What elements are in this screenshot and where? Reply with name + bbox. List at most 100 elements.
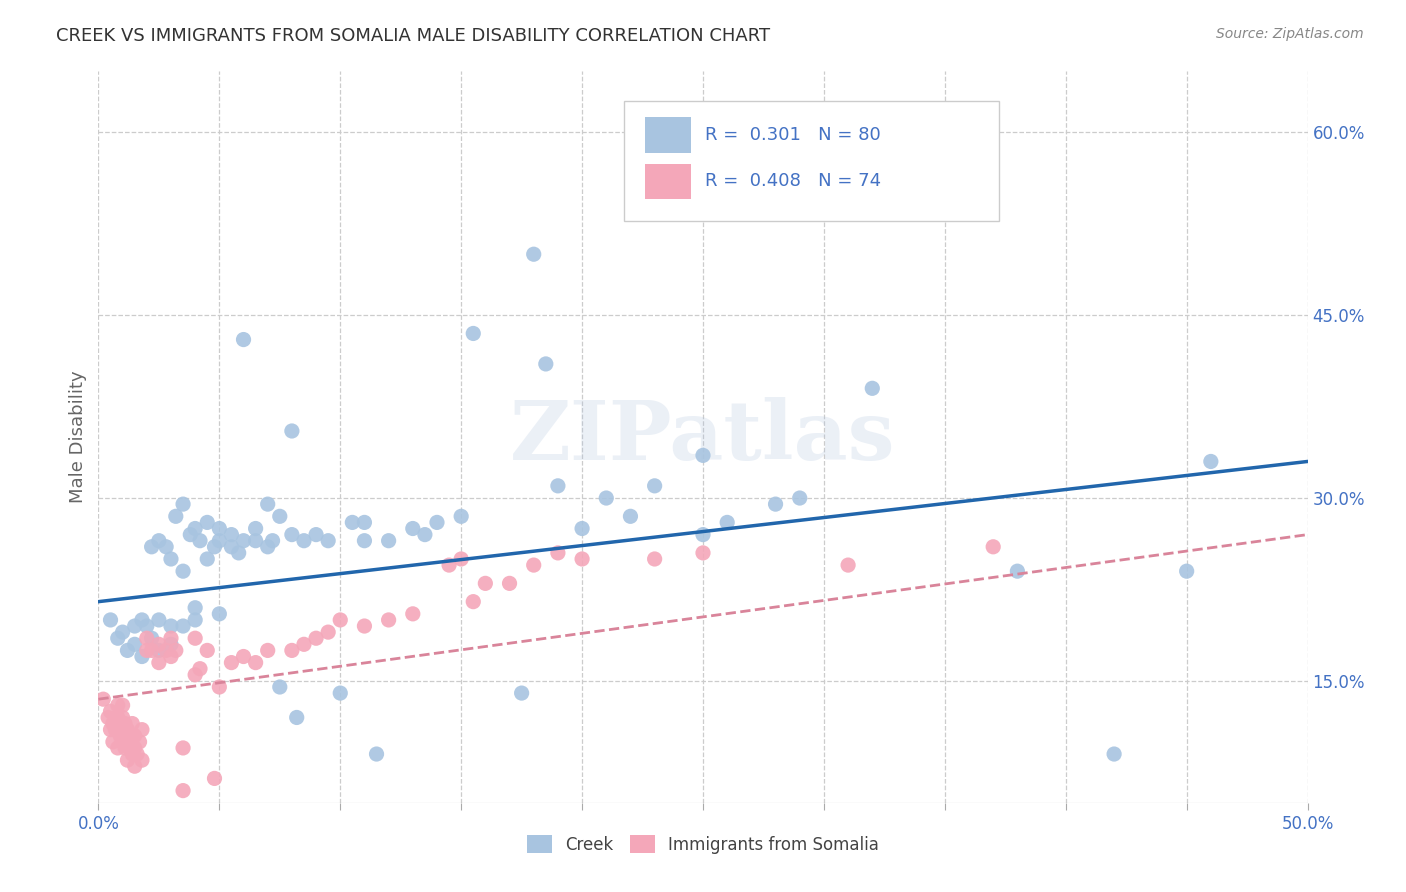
Point bbox=[188, 533, 211, 548]
Point bbox=[208, 521, 231, 535]
Point bbox=[172, 564, 194, 578]
Point bbox=[765, 497, 787, 511]
FancyBboxPatch shape bbox=[645, 118, 690, 153]
Point bbox=[107, 740, 129, 755]
Point bbox=[547, 546, 569, 560]
Point bbox=[619, 509, 641, 524]
Point bbox=[353, 619, 375, 633]
Point bbox=[148, 613, 170, 627]
Text: Source: ZipAtlas.com: Source: ZipAtlas.com bbox=[1216, 27, 1364, 41]
Point bbox=[204, 540, 226, 554]
Point bbox=[135, 632, 157, 646]
Point bbox=[155, 643, 177, 657]
Point bbox=[1199, 454, 1222, 468]
Point bbox=[860, 381, 883, 395]
Point bbox=[148, 637, 170, 651]
Point bbox=[184, 632, 207, 646]
Text: R =  0.408   N = 74: R = 0.408 N = 74 bbox=[706, 172, 882, 190]
Legend: Creek, Immigrants from Somalia: Creek, Immigrants from Somalia bbox=[520, 829, 886, 860]
Point bbox=[353, 533, 375, 548]
Point bbox=[184, 667, 207, 681]
Point bbox=[141, 632, 163, 646]
Point bbox=[402, 521, 425, 535]
Point bbox=[285, 710, 308, 724]
Point bbox=[377, 533, 399, 548]
Point bbox=[121, 716, 143, 731]
Point bbox=[262, 533, 284, 548]
Point bbox=[91, 692, 114, 706]
Point bbox=[595, 491, 617, 505]
Point bbox=[172, 619, 194, 633]
Point bbox=[221, 527, 243, 541]
Point bbox=[402, 607, 425, 621]
Point bbox=[195, 552, 218, 566]
Point bbox=[450, 552, 472, 566]
Point bbox=[148, 533, 170, 548]
Point bbox=[124, 619, 146, 633]
Point bbox=[165, 643, 187, 657]
Point bbox=[534, 357, 557, 371]
Point bbox=[184, 521, 207, 535]
Point bbox=[141, 540, 163, 554]
Point bbox=[292, 637, 315, 651]
Point bbox=[131, 649, 153, 664]
Point bbox=[160, 619, 183, 633]
Point bbox=[837, 558, 859, 573]
Point bbox=[155, 540, 177, 554]
Text: CREEK VS IMMIGRANTS FROM SOMALIA MALE DISABILITY CORRELATION CHART: CREEK VS IMMIGRANTS FROM SOMALIA MALE DI… bbox=[56, 27, 770, 45]
Point bbox=[208, 607, 231, 621]
Point bbox=[981, 540, 1004, 554]
Point bbox=[104, 723, 127, 737]
Point bbox=[342, 516, 364, 530]
Point bbox=[117, 735, 139, 749]
Point bbox=[124, 740, 146, 755]
Text: ZIPatlas: ZIPatlas bbox=[510, 397, 896, 477]
Point bbox=[281, 643, 304, 657]
Point bbox=[117, 723, 139, 737]
Point bbox=[245, 521, 267, 535]
Point bbox=[571, 552, 593, 566]
Point bbox=[208, 533, 231, 548]
Point bbox=[437, 558, 460, 573]
Point bbox=[498, 576, 520, 591]
Point bbox=[172, 740, 194, 755]
Point bbox=[366, 747, 388, 761]
Point bbox=[716, 516, 738, 530]
Point bbox=[124, 729, 146, 743]
Point bbox=[118, 740, 141, 755]
Point bbox=[329, 613, 352, 627]
Point bbox=[114, 729, 136, 743]
Point bbox=[172, 497, 194, 511]
Point bbox=[463, 594, 485, 608]
Point bbox=[692, 448, 714, 462]
Point bbox=[571, 521, 593, 535]
Point bbox=[135, 643, 157, 657]
Point bbox=[474, 576, 496, 591]
Point bbox=[256, 497, 278, 511]
Point bbox=[204, 772, 226, 786]
Point bbox=[117, 643, 139, 657]
Point bbox=[232, 649, 254, 664]
Point bbox=[111, 625, 134, 640]
Point bbox=[160, 649, 183, 664]
Point bbox=[281, 424, 304, 438]
Point bbox=[789, 491, 811, 505]
Point bbox=[510, 686, 533, 700]
Point bbox=[644, 552, 666, 566]
Point bbox=[228, 546, 250, 560]
Point bbox=[100, 723, 122, 737]
Point bbox=[188, 662, 211, 676]
Point bbox=[463, 326, 485, 341]
Point bbox=[1175, 564, 1198, 578]
Point bbox=[232, 333, 254, 347]
Point bbox=[292, 533, 315, 548]
Point bbox=[117, 753, 139, 767]
FancyBboxPatch shape bbox=[645, 163, 690, 199]
Point bbox=[1102, 747, 1125, 761]
Point bbox=[547, 479, 569, 493]
Point bbox=[353, 516, 375, 530]
Point bbox=[107, 632, 129, 646]
Point bbox=[413, 527, 436, 541]
Point bbox=[377, 613, 399, 627]
Point bbox=[1007, 564, 1029, 578]
